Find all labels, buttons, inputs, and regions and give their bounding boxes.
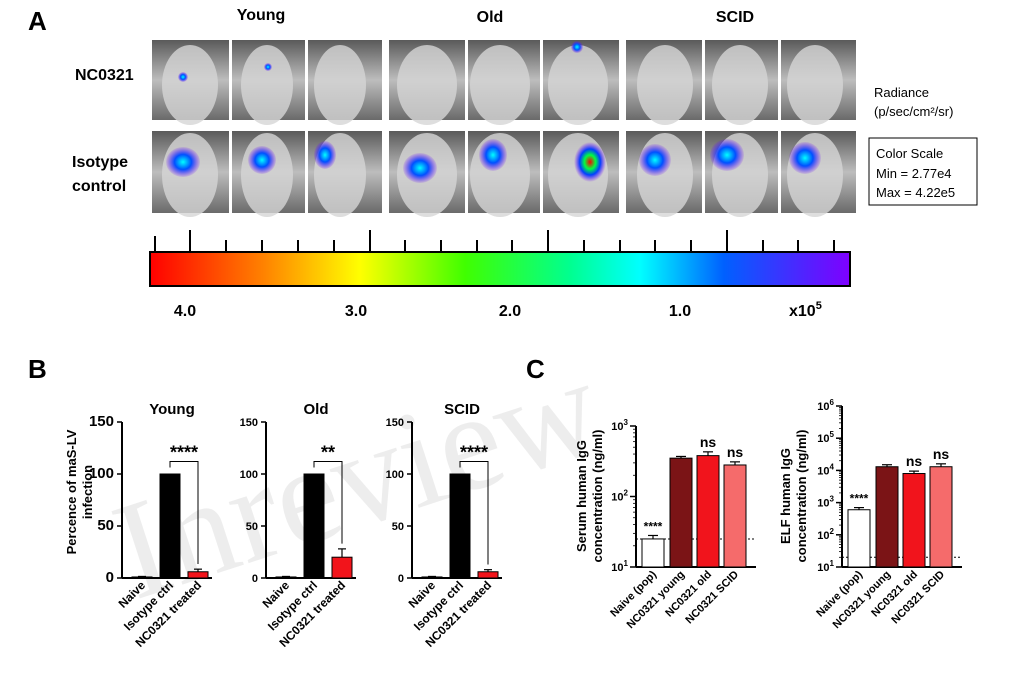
c1-ytick-label: 103 [817, 495, 834, 510]
elf-ylabel-2: concentration (ng/ml) [794, 430, 809, 563]
panel-a-letter: A [28, 6, 47, 36]
b1-ytick-label: 50 [246, 521, 258, 533]
colorbar: 4.0 3.0 2.0 1.0 x105 [149, 230, 851, 320]
c0-annotation-2: ns [700, 434, 717, 450]
c1-annotation-0: **** [850, 492, 869, 506]
b1-ytick-label: 150 [240, 417, 258, 429]
b1-ytick-label: 100 [240, 469, 258, 481]
b1-bar-0 [275, 576, 297, 579]
b1-sig-label: ** [321, 443, 335, 463]
panel-b-ylabel-2: infection [80, 465, 95, 519]
colorbar-gradient [149, 251, 851, 287]
b2-sig-bracket [459, 461, 489, 565]
c1-annotation-3: ns [933, 446, 950, 462]
c0-bar-3 [723, 464, 747, 568]
b0-title: Young [149, 401, 195, 418]
b2-bar-0 [421, 576, 443, 579]
panel-c-letter: C [526, 354, 545, 384]
b2-ytick-label: 0 [398, 573, 404, 585]
elf-ylabel-1: ELF human IgG [778, 448, 793, 544]
radiance-label-1: Radiance [874, 85, 929, 100]
row-label-nc0321: NC0321 [75, 67, 134, 84]
c1-bar-2 [902, 473, 926, 568]
b0-bar-2 [187, 571, 209, 579]
c1-ytick-label: 105 [817, 430, 834, 445]
c1-ytick-label: 104 [817, 462, 834, 477]
c0-bar-2 [696, 455, 720, 568]
b1-title: Old [304, 401, 329, 418]
c1-ytick-label: 106 [817, 398, 834, 413]
radiance-label-2: (p/sec/cm²/sr) [874, 104, 953, 119]
c1-ytick-label: 101 [817, 559, 834, 574]
b1-sig-bracket [313, 461, 343, 544]
colorbar-unit: x105 [789, 300, 822, 320]
colorbar-ticks [154, 230, 835, 252]
b2-ytick-label: 100 [386, 469, 404, 481]
colorbar-tick-4: 4.0 [174, 303, 196, 320]
row-label-isotype-2: control [72, 178, 126, 195]
c1-annotation-2: ns [906, 453, 923, 469]
c0-annotation-0: **** [644, 519, 663, 533]
b0-ytick-label: 100 [89, 465, 114, 482]
b1-ytick-label: 0 [252, 573, 258, 585]
b2-title: SCID [444, 401, 480, 418]
c1-bar-0 [847, 509, 871, 568]
b0-ytick-label: 50 [97, 517, 114, 534]
serum-ylabel-2: concentration (ng/ml) [590, 430, 605, 563]
b0-ytick-label: 0 [106, 569, 114, 586]
c0-ytick-label: 103 [611, 418, 628, 433]
colorbar-tick-3: 3.0 [345, 303, 367, 320]
mouse-images [152, 40, 856, 217]
b0-bar-0 [131, 576, 153, 579]
b1-bar-1 [303, 473, 325, 579]
group-label-young: Young [237, 7, 286, 24]
c1-bar-3 [929, 466, 953, 568]
color-scale-box [868, 137, 978, 206]
colorbar-tick-1: 1.0 [669, 303, 691, 320]
b0-bar-1 [159, 473, 181, 579]
b2-bar-1 [449, 473, 471, 579]
c0-ytick-label: 101 [611, 559, 628, 574]
b2-sig-label: **** [460, 443, 488, 463]
b0-sig-label: **** [170, 443, 198, 463]
c0-bar-1 [669, 457, 693, 568]
b0-sig-bracket [169, 461, 199, 564]
b2-ytick-label: 150 [386, 417, 404, 429]
c1-bar-1 [875, 466, 899, 568]
c1-ytick-label: 102 [817, 527, 834, 542]
serum-ylabel-1: Serum human IgG [574, 440, 589, 552]
color-scale-title: Color Scale [876, 146, 943, 161]
c0-ytick-label: 102 [611, 489, 628, 504]
c0-bar-0 [641, 538, 665, 568]
colorbar-tick-2: 2.0 [499, 303, 521, 320]
b2-ytick-label: 50 [392, 521, 404, 533]
b0-ytick-label: 150 [89, 413, 114, 430]
group-label-old: Old [477, 9, 504, 26]
group-label-scid: SCID [716, 9, 754, 26]
row-label-isotype-1: Isotype [72, 154, 128, 171]
color-scale-max: Max = 4.22e5 [876, 185, 955, 200]
color-scale-min: Min = 2.77e4 [876, 166, 952, 181]
panel-b-ylabel-1: Percence of maS-LV [64, 429, 79, 554]
b1-bar-2 [331, 556, 353, 579]
c0-annotation-3: ns [727, 444, 744, 460]
panel-b-letter: B [28, 354, 47, 384]
b2-bar-2 [477, 571, 499, 579]
